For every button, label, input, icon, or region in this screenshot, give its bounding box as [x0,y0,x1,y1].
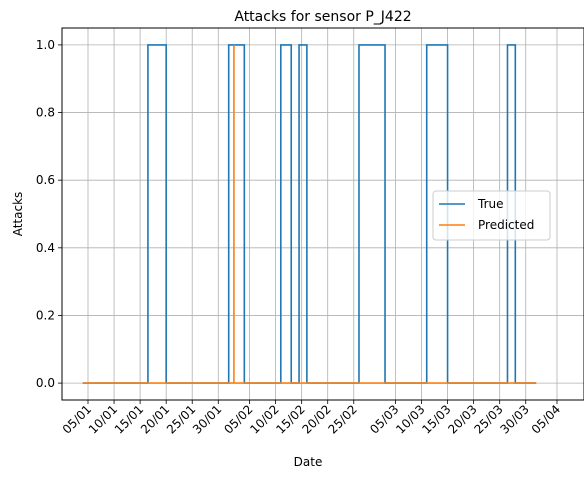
x-tick-label: 25/02 [326,402,360,436]
y-axis: 0.0 0.2 0.4 0.6 0.8 1.0 [36,38,62,390]
y-tick-label: 0.8 [36,106,55,120]
chart-title: Attacks for sensor P_J422 [234,9,411,25]
series-lines [82,44,537,384]
x-axis: 05/0110/0115/0120/0125/0130/0105/0210/02… [60,400,563,437]
x-tick-label: 10/01 [86,402,120,436]
x-tick-label: 15/03 [419,402,453,436]
y-tick-label: 0.2 [36,308,55,322]
x-tick-label: 05/04 [529,402,563,436]
y-tick-label: 0.0 [36,376,55,390]
legend: True Predicted [432,190,551,241]
x-tick-label: 20/03 [445,402,479,436]
x-tick-label: 15/02 [273,402,307,436]
x-tick-label: 10/02 [247,402,281,436]
plot-frame [61,27,584,401]
series-line-predicted [82,44,537,384]
legend-label-true: True [477,197,504,211]
x-tick-label: 05/02 [221,402,255,436]
y-tick-label: 1.0 [36,38,55,52]
y-axis-label: Attacks [11,192,25,237]
x-tick-label: 30/01 [190,402,224,436]
x-tick-label: 20/02 [299,402,333,436]
x-tick-label: 05/03 [367,402,401,436]
x-tick-label: 05/01 [60,402,94,436]
legend-label-predicted: Predicted [478,218,534,232]
x-tick-label: 10/03 [393,402,427,436]
x-tick-label: 25/03 [471,402,505,436]
x-tick-label: 30/03 [497,402,531,436]
x-tick-label: 25/01 [164,402,198,436]
x-tick-label: 15/01 [112,402,146,436]
y-tick-label: 0.6 [36,173,55,187]
y-tick-label: 0.4 [36,241,55,255]
x-tick-label: 20/01 [138,402,172,436]
x-axis-label: Date [294,455,323,469]
